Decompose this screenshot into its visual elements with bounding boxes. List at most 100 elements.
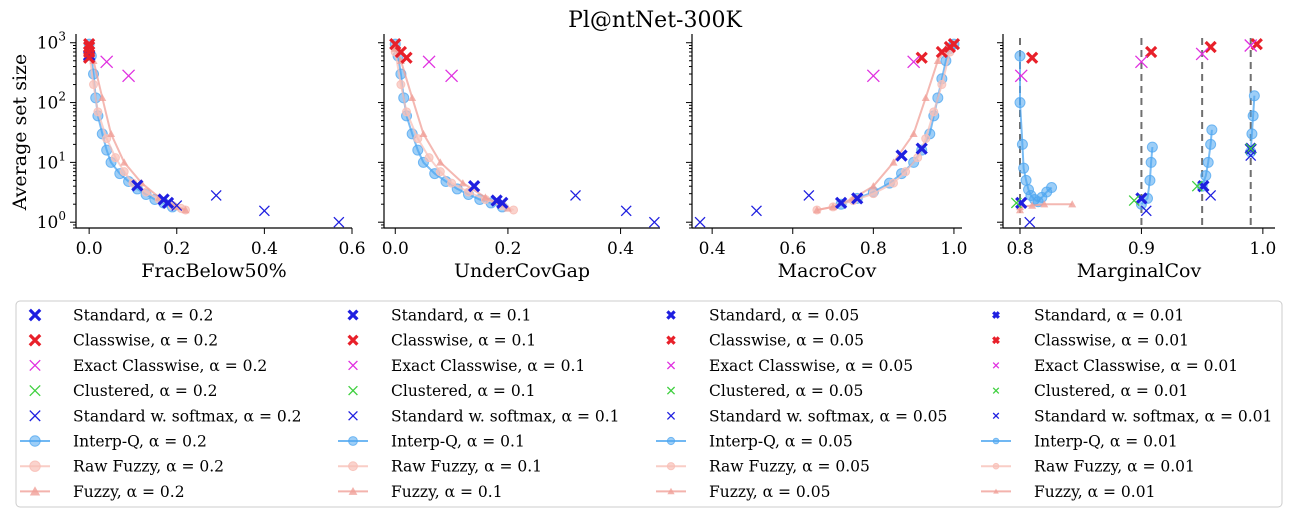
legend-label: Fuzzy, α = 0.05	[709, 483, 830, 501]
legend-marker	[29, 435, 41, 447]
data-point	[947, 37, 961, 51]
data-point	[1015, 196, 1028, 210]
legend-marker	[992, 336, 1000, 345]
legend-marker	[993, 488, 999, 494]
data-point	[119, 167, 129, 177]
data-point	[333, 216, 345, 228]
legend-marker	[992, 462, 1000, 470]
data-point	[935, 45, 948, 59]
legend-item: Exact Classwise, α = 0.01	[992, 357, 1238, 375]
legend-label: Exact Classwise, α = 0.2	[73, 357, 267, 375]
legend-marker	[992, 387, 1000, 394]
data-point	[171, 200, 183, 211]
legend-label: Standard, α = 0.05	[709, 307, 859, 325]
data-point	[1010, 197, 1022, 209]
legend-item: Standard w. softmax, α = 0.05	[666, 407, 947, 425]
data-point	[895, 149, 908, 162]
x-tick-label: 0.0	[382, 239, 409, 259]
legend-item: Exact Classwise, α = 0.05	[666, 357, 913, 375]
legend-label: Standard w. softmax, α = 0.01	[1034, 407, 1272, 425]
data-point	[467, 180, 481, 193]
data-point	[1144, 174, 1156, 186]
legend-label: Classwise, α = 0.05	[709, 332, 864, 350]
legend-item: Interp-Q, α = 0.01	[981, 433, 1178, 451]
data-point	[1024, 216, 1036, 228]
data-point	[83, 40, 96, 54]
legend-marker	[28, 333, 42, 347]
series-standard-w-softmax	[694, 189, 815, 228]
data-point	[422, 55, 436, 69]
data-point	[107, 129, 116, 138]
data-point	[751, 205, 762, 217]
data-point	[921, 93, 930, 102]
legend-marker	[29, 359, 41, 372]
data-point	[1135, 192, 1148, 205]
data-point	[909, 129, 918, 138]
legend-item: Raw Fuzzy, α = 0.2	[20, 458, 224, 476]
panel-2: 0.0 0.2 0.4 UnderCovGap	[378, 34, 660, 282]
data-point	[210, 189, 222, 201]
x-axis-label: MacroCov	[778, 260, 877, 282]
legend-item: Raw Fuzzy, α = 0.01	[981, 458, 1195, 476]
legend-item: Raw Fuzzy, α = 0.05	[656, 458, 870, 476]
legend-label: Standard, α = 0.1	[391, 307, 531, 325]
legend-label: Fuzzy, α = 0.1	[391, 483, 503, 501]
data-point	[1028, 201, 1037, 209]
legend-marker	[348, 461, 358, 472]
legend-label: Interp-Q, α = 0.1	[391, 433, 525, 451]
data-point	[83, 37, 96, 51]
legend-marker	[666, 335, 676, 345]
panel-4: 0.8 0.9 1.0 MarginalCov	[997, 34, 1276, 282]
data-point	[1205, 189, 1217, 201]
data-point	[1200, 170, 1212, 182]
legend-label: Fuzzy, α = 0.2	[73, 483, 185, 501]
data-point	[1206, 124, 1218, 136]
legend-marker	[348, 436, 358, 446]
data-point	[868, 189, 878, 199]
data-point	[110, 153, 120, 163]
data-point	[1016, 138, 1028, 150]
legend-item: Standard, α = 0.2	[28, 307, 213, 325]
legend-marker	[347, 309, 359, 321]
data-point	[400, 51, 413, 64]
figure-title: Pl@ntNet-300K	[568, 8, 742, 33]
series-exact-classwise	[1014, 39, 1258, 83]
legend-label: Exact Classwise, α = 0.01	[1034, 357, 1238, 375]
legend-label: Standard w. softmax, α = 0.05	[709, 407, 947, 425]
legend-label: Standard w. softmax, α = 0.2	[73, 407, 302, 425]
data-point	[1204, 40, 1217, 54]
data-point	[161, 196, 175, 210]
data-point	[1134, 55, 1148, 69]
data-point	[445, 69, 459, 83]
data-point	[141, 187, 151, 197]
x-tick-label: 0.2	[494, 239, 521, 259]
x-tick-label: 0.4	[251, 239, 278, 259]
data-point	[1068, 200, 1077, 208]
data-point	[258, 205, 270, 217]
legend-item: Interp-Q, α = 0.1	[338, 433, 525, 451]
series-line	[816, 47, 947, 211]
data-point	[1191, 180, 1203, 192]
legend-label: Classwise, α = 0.01	[1034, 332, 1189, 350]
data-point	[907, 55, 921, 69]
legend-marker	[666, 436, 676, 446]
x-tick-label: 0.9	[1128, 239, 1155, 259]
legend-label: Exact Classwise, α = 0.05	[709, 357, 913, 375]
data-point	[435, 167, 445, 177]
data-point	[937, 80, 947, 90]
data-point	[89, 80, 99, 90]
legend-item: Fuzzy, α = 0.1	[338, 483, 503, 501]
legend-marker	[992, 362, 1000, 369]
legend-label: Raw Fuzzy, α = 0.1	[391, 458, 542, 476]
x-tick-label: 1.0	[940, 239, 967, 259]
legend-marker	[29, 460, 41, 472]
data-point	[829, 202, 838, 211]
data-point	[1202, 156, 1214, 168]
data-point	[436, 158, 445, 166]
data-point	[1018, 162, 1030, 174]
x-tick-label: 0.4	[699, 239, 726, 259]
legend-item: Standard w. softmax, α = 0.1	[348, 407, 620, 425]
y-tick-label: 100	[37, 209, 66, 233]
